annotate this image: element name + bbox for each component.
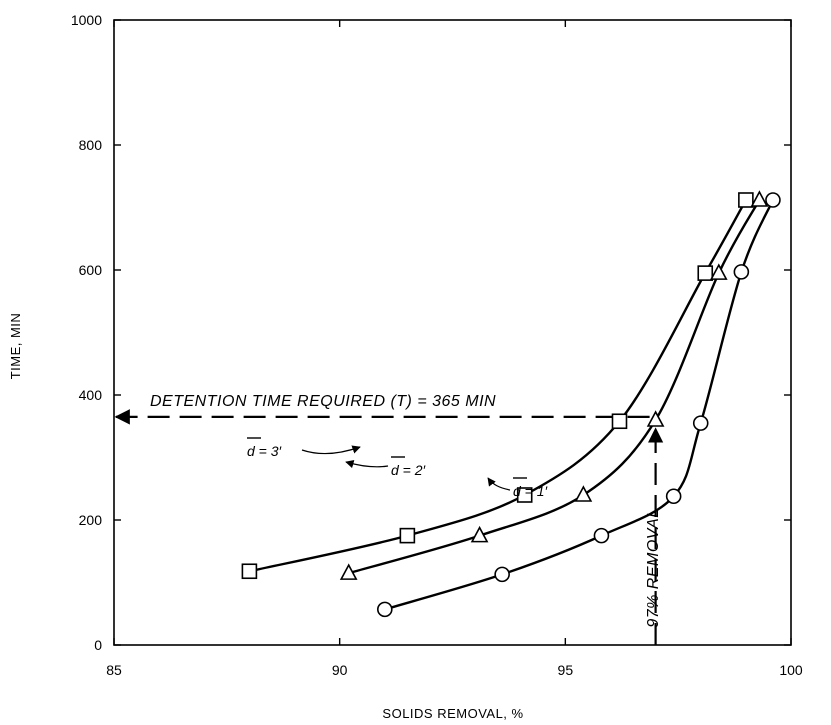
detention-annotation: DETENTION TIME REQUIRED (T) = 365 MIN — [150, 393, 496, 410]
plot-frame — [113, 19, 792, 646]
x-tick-label: 90 — [332, 662, 348, 678]
series-circle — [376, 192, 781, 618]
data-point-triangle — [646, 410, 665, 427]
data-point-circle — [692, 415, 709, 431]
series-line — [249, 199, 747, 573]
series-triangle — [339, 190, 769, 580]
x-tick-label: 100 — [779, 662, 803, 678]
series-square — [241, 192, 754, 580]
data-point-circle — [733, 264, 750, 280]
y-tick-label: 600 — [79, 262, 103, 278]
series-label-d2: d = 2′ — [345, 456, 427, 478]
data-point-triangle — [339, 563, 358, 580]
data-point-triangle — [750, 190, 769, 207]
series-label-arrow — [487, 477, 511, 491]
y-tick-label: 400 — [79, 387, 103, 403]
data-point-circle — [665, 488, 682, 505]
data-point-triangle — [470, 525, 489, 543]
data-point-square — [399, 527, 416, 544]
data-point-triangle — [574, 485, 593, 502]
series-label-arrow — [301, 445, 361, 455]
series-label-d3: d = 3′ — [247, 437, 361, 459]
x-tick-label: 95 — [558, 662, 574, 678]
series-layer — [241, 190, 781, 618]
removal-annotation: 97% REMOVAL — [645, 508, 662, 627]
series-label-d1: d = 1′ — [487, 477, 549, 499]
data-point-square — [611, 413, 628, 430]
data-point-square — [697, 265, 714, 281]
svg-text:d = 3′: d = 3′ — [247, 443, 283, 459]
reference-lines — [114, 409, 664, 645]
data-point-circle — [376, 601, 393, 618]
data-point-square — [516, 487, 533, 503]
svg-text:d = 1′: d = 1′ — [513, 483, 549, 499]
data-point-circle — [494, 566, 510, 583]
data-point-circle — [765, 192, 781, 208]
x-tick-label: 85 — [106, 662, 122, 678]
series-line — [348, 199, 761, 575]
data-point-square — [241, 563, 258, 580]
data-point-circle — [593, 527, 610, 544]
data-point-triangle — [709, 263, 728, 280]
y-tick-label: 200 — [79, 512, 103, 528]
x-axis-title: SOLIDS REMOVAL, % — [382, 706, 523, 721]
y-tick-label: 0 — [94, 637, 102, 653]
svg-text:d = 2′: d = 2′ — [391, 462, 427, 478]
y-axis-title: TIME, MIN — [8, 313, 23, 380]
axes — [113, 19, 792, 646]
data-point-square — [738, 192, 754, 208]
y-tick-label: 1000 — [71, 12, 102, 28]
series-label-arrow — [345, 460, 389, 469]
y-tick-label: 800 — [79, 137, 103, 153]
